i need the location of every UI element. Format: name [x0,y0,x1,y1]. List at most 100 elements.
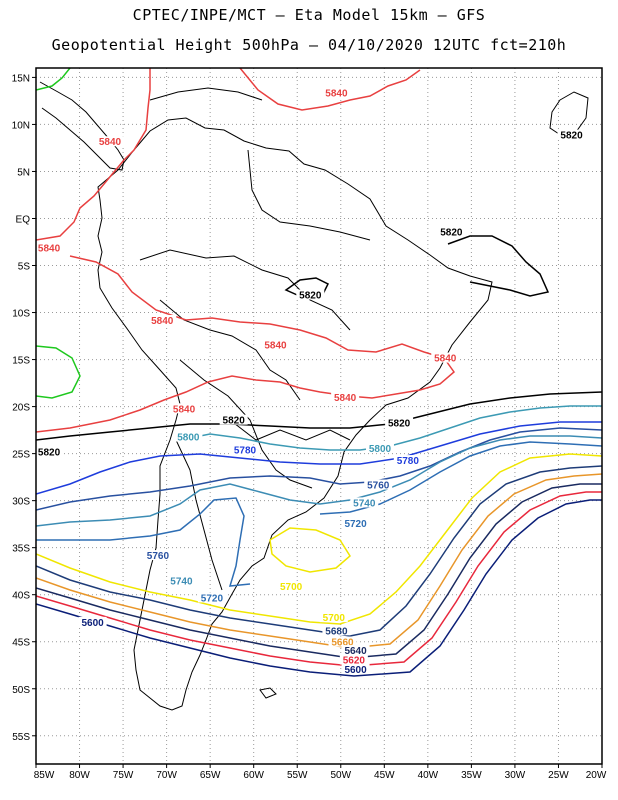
lat-label-15s: 15S [12,356,30,367]
contour-5840-north [36,68,421,241]
contour-label-bg [261,339,290,350]
contour-5620 [36,491,602,667]
contour-label-bg [230,444,259,455]
map-title-line1: CPTEC/INPE/MCT – Eta Model 15km – GFS [132,6,486,24]
contour-label-bg [143,550,172,561]
contour-label-bg [341,645,370,656]
contour-label-5780: 5780 [397,456,420,467]
contour-5760 [36,427,602,511]
lon-label-35w: 35W [461,770,482,781]
contour-label-bg [167,575,196,586]
contour-5660 [36,473,602,649]
graticule [36,68,602,764]
lat-label-10s: 10S [12,309,30,320]
contour-label-5700: 5700 [323,613,346,624]
contour-label-bg [393,455,422,466]
contour-label-5740: 5740 [170,576,193,587]
lat-label-35s: 35S [12,544,30,555]
contour-5840-central [36,255,456,433]
contour-green-west [36,345,81,399]
contour-label-5660: 5660 [331,638,354,649]
lat-label-20s: 20S [12,403,30,414]
contour-green-north [36,68,71,91]
latitude-labels: 15N 10N 5N EQ 5S 10S 15S 20S 25S 30S 35S 40S 45S 50S 5… [12,73,36,743]
contour-label-bg [365,442,394,453]
contour-label-5740: 5740 [353,498,376,509]
contour-label-bg [322,87,351,98]
contour-label-5820: 5820 [440,228,463,239]
contour-label-bg [437,226,466,237]
contour-label-5600: 5600 [344,665,367,676]
lon-label-55w: 55W [287,770,308,781]
contour-label-bg [557,129,586,140]
lon-label-80w: 80W [69,770,90,781]
lat-label-50s: 50S [12,685,30,696]
contour-label-5760: 5760 [367,481,390,492]
contour-label-bg [78,616,107,627]
contour-5640 [36,483,602,659]
contour-label-5700: 5700 [280,582,303,593]
contour-label-5800: 5800 [369,444,392,455]
contour-label-5720: 5720 [201,593,224,604]
contour-label-bg [328,636,357,647]
contour-label-bg [322,625,351,636]
contour-label-5760: 5760 [147,551,170,562]
contour-label-5840: 5840 [334,393,357,404]
lat-label-25s: 25S [12,450,30,461]
contour-label-5840: 5840 [325,88,348,99]
internal-border-2 [159,299,301,401]
contour-label-5820: 5820 [560,131,583,142]
contour-label-5840: 5840 [38,244,61,255]
contour-label-bg [431,352,460,363]
contour-label-bg [341,663,370,674]
contour-label-5600: 5600 [81,618,104,629]
contour-label-5820: 5820 [223,416,246,427]
contour-label-5840: 5840 [434,354,457,365]
contour-label-bg [96,136,125,147]
contour-label-bg [148,314,177,325]
contour-label-5800: 5800 [177,433,200,444]
internal-border-6 [229,419,351,441]
longitude-labels: 85W 80W 75W 70W 65W 60W 55W 50W 45W 40W 35W 30W 25W 2… [34,764,607,781]
contour-label-bg [219,414,248,425]
internal-border-4 [175,439,223,591]
lat-label-30s: 30S [12,497,30,508]
contour-label-bg [331,392,360,403]
contour-5780 [36,421,602,495]
contour-label-5780: 5780 [234,446,257,457]
contour-5600 [36,499,602,677]
lon-label-85w: 85W [34,770,55,781]
contour-label-5840: 5840 [173,404,196,415]
contour-5820-north [447,235,550,297]
contour-label-5840: 5840 [151,316,174,327]
contour-label-bg [170,403,199,414]
contour-5680 [36,465,602,637]
lon-label-20w: 20W [586,770,607,781]
contour-label-5820: 5820 [388,418,411,429]
lat-label-40s: 40S [12,591,30,602]
contour-label-bg [174,431,203,442]
contour-5820-main [36,391,602,441]
contour-label-5820: 5820 [38,448,61,459]
lon-label-50w: 50W [330,770,351,781]
lat-label-45s: 45S [12,638,30,649]
contour-label-5720: 5720 [344,519,367,530]
contour-label-5680: 5680 [325,626,348,637]
lat-label-5n: 5N [17,167,30,178]
contour-label-bg [385,417,414,428]
contour-label-5640: 5640 [344,646,367,657]
falkland-islands [259,687,277,699]
contour-label-bg [319,612,348,623]
lat-label-eq: EQ [16,214,31,225]
contour-labels: 5840 5840 5840 5840 5840 5840 5840 5840 5820 5820… [36,87,586,676]
contour-label-bg [364,479,393,490]
internal-border-1 [139,249,351,331]
lon-label-65w: 65W [200,770,221,781]
lat-label-55s: 55S [12,732,30,743]
contour-label-bg [277,581,306,592]
contour-label-5840: 5840 [264,340,287,351]
lon-label-40w: 40W [418,770,439,781]
contour-5720 [36,441,602,587]
contour-label-5820: 5820 [299,291,322,302]
